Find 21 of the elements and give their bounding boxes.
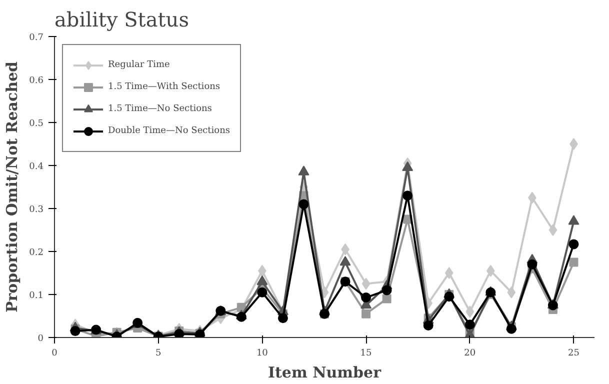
x-tick-label: 10 xyxy=(256,348,268,358)
legend-label: Double Time—No Sections xyxy=(108,126,230,136)
chart-title: ability Status xyxy=(54,8,189,32)
x-tick-label: 25 xyxy=(568,348,580,358)
x-tick-label: 15 xyxy=(360,348,372,358)
y-tick-label: 0.3 xyxy=(29,205,44,215)
y-tick-label: 0.5 xyxy=(29,119,44,129)
legend-label: Regular Time xyxy=(108,60,170,70)
legend-label: 1.5 Time—With Sections xyxy=(108,82,220,92)
y-tick-label: 0 xyxy=(38,334,44,344)
x-tick-label: 0 xyxy=(52,348,58,358)
y-tick-label: 0.2 xyxy=(29,248,44,258)
y-axis-title: Proportion Omit/Not Reached xyxy=(3,60,22,313)
y-tick-label: 0.7 xyxy=(29,33,44,43)
x-axis-title: Item Number xyxy=(268,364,382,382)
x-tick-label: 20 xyxy=(464,348,476,358)
y-tick-label: 0.4 xyxy=(29,162,44,172)
x-tick-label: 5 xyxy=(155,348,162,358)
y-tick-label: 0.6 xyxy=(29,76,44,86)
legend-label: 1.5 Time—No Sections xyxy=(108,104,212,114)
y-tick-label: 0.1 xyxy=(29,291,44,301)
